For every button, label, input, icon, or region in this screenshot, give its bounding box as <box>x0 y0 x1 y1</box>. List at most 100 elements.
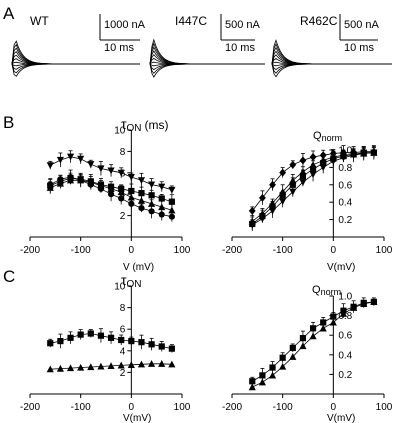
data-point <box>138 190 145 197</box>
data-point <box>77 177 84 184</box>
data-point <box>279 354 286 361</box>
current-trace-2-3 <box>149 63 265 71</box>
scale-time-wt: 10 ms <box>104 42 134 54</box>
scale-current-i447c: 500 nA <box>225 19 261 31</box>
data-point <box>128 200 135 207</box>
y-tick-label: 0.2 <box>338 370 352 381</box>
data-point <box>289 344 296 352</box>
y-tick-label: 2 <box>120 368 126 379</box>
data-point <box>56 156 64 164</box>
data-point <box>97 332 105 339</box>
data-point <box>148 200 156 207</box>
data-point <box>309 171 317 179</box>
data-point <box>77 155 85 163</box>
y-tick-label: 4 <box>120 190 126 201</box>
v-axis-label-c-left: V(mV) <box>123 413 151 423</box>
data-point <box>279 198 287 206</box>
data-point <box>87 363 95 371</box>
data-point <box>168 360 176 368</box>
data-point <box>66 153 75 161</box>
data-point <box>299 156 307 165</box>
data-point <box>158 343 165 350</box>
y-tick-label: 1.0 <box>338 292 352 303</box>
data-point <box>248 206 256 215</box>
current-trace-3-1 <box>271 63 392 78</box>
data-point <box>56 364 64 372</box>
y-tick-label: 4 <box>120 346 126 357</box>
data-point <box>117 188 125 196</box>
data-point <box>117 169 125 177</box>
v-axis-label-b-left: V (mV) <box>123 262 154 273</box>
data-point <box>329 158 337 166</box>
data-point <box>77 331 84 338</box>
y-tick-label: 10 <box>114 126 126 137</box>
data-point <box>258 215 266 223</box>
data-point <box>299 342 307 350</box>
data-point <box>269 364 276 371</box>
y-tick-label: 2 <box>120 211 126 222</box>
data-point <box>97 362 105 370</box>
y-tick-label: 0.2 <box>338 215 352 226</box>
data-point <box>57 176 64 183</box>
data-point <box>339 309 348 317</box>
x-tick-label: -200 <box>222 245 242 256</box>
data-point <box>319 156 327 164</box>
y-tick-label: 8 <box>120 147 126 158</box>
data-point <box>158 195 165 202</box>
current-trace-1-1 <box>11 63 140 77</box>
scale-bar-i447c <box>220 14 255 41</box>
data-point <box>47 340 54 347</box>
y-tick-label: 0.6 <box>338 180 352 191</box>
data-point <box>248 383 256 391</box>
data-point <box>47 181 54 188</box>
data-point <box>360 300 368 307</box>
scale-bar-wt <box>99 14 140 41</box>
scale-time-r462c: 10 ms <box>344 42 374 54</box>
data-point <box>299 168 307 175</box>
data-point <box>319 324 327 332</box>
v-axis-label-b-right: V(mV) <box>327 262 355 273</box>
y-tick-label: 10 <box>114 282 126 293</box>
data-point <box>299 179 307 186</box>
data-point <box>148 341 155 348</box>
data-point <box>107 167 115 175</box>
data-point <box>107 191 115 198</box>
data-point <box>118 336 125 344</box>
data-point <box>87 181 94 188</box>
data-point <box>148 360 156 367</box>
data-point <box>127 361 135 368</box>
data-point <box>117 361 125 369</box>
panel-label-b: B <box>3 113 14 132</box>
data-point <box>168 213 175 220</box>
series-line <box>252 301 374 388</box>
data-point <box>289 160 297 169</box>
data-point <box>289 188 297 196</box>
current-trace-1-11 <box>11 40 140 65</box>
data-point <box>168 198 175 205</box>
data-point <box>289 353 297 360</box>
data-point <box>279 168 287 177</box>
scale-current-wt: 1000 nA <box>104 19 146 31</box>
current-traces <box>11 38 392 78</box>
data-point <box>158 360 166 367</box>
x-tick-label: 0 <box>129 245 135 256</box>
data-point <box>309 332 317 340</box>
x-tick-label: 100 <box>174 245 191 256</box>
trace-label-r462c: R462C <box>300 14 338 28</box>
data-point <box>97 165 105 173</box>
data-point <box>138 339 145 346</box>
data-point <box>66 364 75 372</box>
data-point <box>320 319 327 326</box>
data-point <box>319 164 327 172</box>
data-point <box>148 192 155 199</box>
data-point <box>329 318 337 326</box>
data-point <box>258 193 266 202</box>
data-point <box>137 196 146 204</box>
data-point <box>309 325 317 332</box>
y-tick-label: 0.8 <box>338 163 352 174</box>
data-point <box>268 199 277 207</box>
panel-label-c: C <box>3 267 15 286</box>
x-tick-label: -200 <box>20 245 40 256</box>
